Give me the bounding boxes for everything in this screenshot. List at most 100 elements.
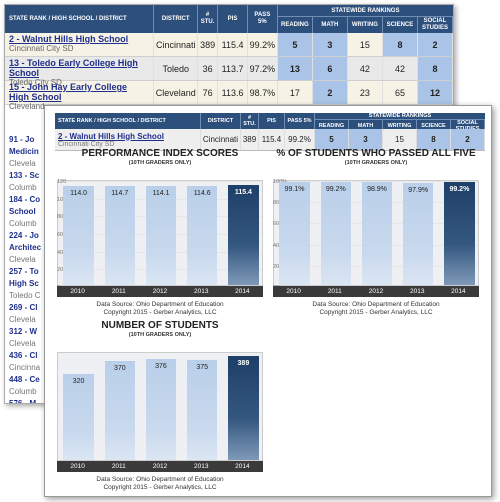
table-row[interactable]: 2 - Walnut Hills High School Cincinnati C… <box>5 33 453 57</box>
bar-2013[interactable]: 97.9% <box>402 183 434 285</box>
x-tick-label: 2013 <box>409 288 425 295</box>
bar-2011[interactable]: 99.2% <box>320 181 352 285</box>
y-tick-label: 20 <box>57 267 64 274</box>
bar-2012[interactable]: 376 <box>145 359 177 460</box>
school-detail-panel: STATE RANK / HIGH SCHOOL / DISTRICT DIST… <box>44 105 492 497</box>
header-math[interactable]: MATH <box>313 17 348 33</box>
y-tick-label: 20% <box>273 264 287 270</box>
science-cell: 42 <box>383 57 418 80</box>
math-cell: 2 <box>312 81 348 104</box>
school-link[interactable]: 2 - Walnut Hills High School <box>9 34 129 44</box>
data-label: 370 <box>113 365 126 373</box>
school-fragment[interactable]: 133 - Sc <box>9 171 40 180</box>
school-fragment[interactable]: Medicin <box>9 147 39 156</box>
reading-cell: 17 <box>278 81 313 104</box>
table-row[interactable]: 15 - John Hay Early College High School C… <box>5 81 453 111</box>
x-tick-label: 2010 <box>70 463 85 470</box>
detail-math-rank: 3 <box>349 129 383 150</box>
gridline <box>58 181 262 182</box>
chart-subtitle: (10TH GRADERS ONLY) <box>344 160 408 166</box>
x-tick-label: 2011 <box>327 288 342 295</box>
data-label: 114.0 <box>70 190 88 198</box>
data-source-note: Data Source: Ohio Department of Educatio… <box>271 301 481 317</box>
bar-2011[interactable]: 370 <box>104 361 136 460</box>
school-fragment[interactable]: 224 - Jo <box>9 231 39 240</box>
detail-header-statewide-group: STATEWIDE RANKINGS READING MATH WRITING … <box>315 113 485 132</box>
chart-title: NUMBER OF STUDENTS <box>101 320 219 331</box>
x-tick-label: 2010 <box>286 288 301 295</box>
school-fragment[interactable]: Architec <box>9 243 42 252</box>
x-axis: 2010 2011 2012 2013 2014 <box>57 461 263 472</box>
bar-2013[interactable]: 375 <box>186 359 218 460</box>
detail-pis-cell: 115.4 <box>259 129 285 150</box>
bar-chart-1: PERFORMANCE INDEX SCORES (10TH GRADERS ON… <box>55 148 265 316</box>
table-row[interactable]: 13 - Toledo Early College High School Tol… <box>5 57 453 87</box>
school-fragment[interactable]: 312 - W <box>9 327 38 336</box>
district-fragment: Cincinna <box>9 363 41 372</box>
header-students[interactable]: # STU. <box>198 5 219 33</box>
math-cell: 3 <box>312 33 348 56</box>
detail-header-students[interactable]: # STU. <box>241 113 259 129</box>
detail-header-school[interactable]: STATE RANK / HIGH SCHOOL / DISTRICT <box>55 113 201 129</box>
school-fragment[interactable]: 269 - Cl <box>9 303 38 312</box>
source-line: Data Source: Ohio Department of Educatio… <box>96 476 224 483</box>
header-school[interactable]: STATE RANK / HIGH SCHOOL / DISTRICT <box>5 5 155 33</box>
data-label: 115.4 <box>234 189 252 196</box>
detail-header-district[interactable]: DISTRICT <box>201 113 241 129</box>
detail-header-math[interactable]: MATH <box>349 120 383 132</box>
x-tick-label: 2011 <box>111 288 126 295</box>
bar-2014[interactable]: 99.2% <box>444 181 475 285</box>
header-district[interactable]: DISTRICT <box>154 5 199 33</box>
header-pis[interactable]: PIS <box>218 5 248 33</box>
school-link[interactable]: 15 - John Hay Early College High School <box>9 82 128 102</box>
school-fragment[interactable]: 576 - M <box>9 399 37 404</box>
y-tick-label: 80 <box>57 214 64 221</box>
school-fragment[interactable]: School <box>9 207 36 216</box>
school-fragment[interactable]: High Sc <box>9 279 39 288</box>
y-tick-label: 120 <box>57 179 67 185</box>
bar-2012[interactable]: 114.1 <box>145 186 177 285</box>
bar-2011[interactable]: 114.7 <box>104 185 136 285</box>
school-fragment[interactable]: 184 - Co <box>9 195 41 204</box>
school-fragment[interactable]: 257 - To <box>9 267 39 276</box>
detail-header-writing[interactable]: WRITING <box>383 120 417 132</box>
detail-header-pis[interactable]: PIS <box>259 113 285 129</box>
detail-district-cell: Cincinnati <box>201 129 241 150</box>
writing-cell: 15 <box>348 33 383 56</box>
detail-header-pass5[interactable]: PASS 5% <box>285 113 315 129</box>
district-fragment: Clevela <box>9 315 36 324</box>
data-source-note: Data Source: Ohio Department of Educatio… <box>55 301 265 317</box>
bar-2010[interactable]: 320 <box>63 374 94 460</box>
bar-2014[interactable]: 115.4 <box>228 185 259 285</box>
school-fragment[interactable]: 448 - Ce <box>9 375 40 384</box>
school-district-sub: Cleveland <box>9 102 45 111</box>
header-reading[interactable]: READING <box>278 17 313 33</box>
detail-header-reading[interactable]: READING <box>315 120 349 132</box>
reading-cell: 13 <box>277 57 313 80</box>
students-cell: 76 <box>198 81 219 104</box>
detail-header-science[interactable]: SCIENCE <box>417 120 451 132</box>
bar-2013[interactable]: 114.6 <box>186 185 218 285</box>
bar-2010[interactable]: 114.0 <box>63 186 94 285</box>
district-fragment: Toledo C <box>9 291 41 300</box>
school-fragment[interactable]: 436 - Cl <box>9 351 38 360</box>
header-writing[interactable]: WRITING <box>348 17 383 33</box>
bar-2012[interactable]: 98.9% <box>361 182 393 285</box>
district-cell: Cincinnati <box>154 33 199 56</box>
school-link[interactable]: 13 - Toledo Early College High School <box>9 58 138 78</box>
header-pass5[interactable]: PASS 5% <box>248 5 278 33</box>
gridline <box>274 181 478 182</box>
left-row-fragments: 91 - Jo Medicin Clevela 133 - Sc Columb 184 -… <box>5 135 53 404</box>
header-science[interactable]: SCIENCE <box>383 17 418 33</box>
detail-school-cell: 2 - Walnut Hills High School Cincinnati … <box>55 129 201 150</box>
bar-2014[interactable]: 389 <box>228 355 259 460</box>
data-label: 114.6 <box>193 189 211 197</box>
data-source-note: Data Source: Ohio Department of Educatio… <box>55 476 265 492</box>
bar-2010[interactable]: 99.1% <box>279 181 310 285</box>
school-link[interactable]: 2 - Walnut Hills High School <box>58 131 164 141</box>
pis-cell: 115.4 <box>218 33 248 56</box>
writing-cell: 42 <box>348 57 383 80</box>
school-fragment[interactable]: 91 - Jo <box>9 135 35 144</box>
district-fragment: Columb <box>9 219 37 228</box>
header-social[interactable]: SOCIAL STUDIES <box>418 17 453 33</box>
